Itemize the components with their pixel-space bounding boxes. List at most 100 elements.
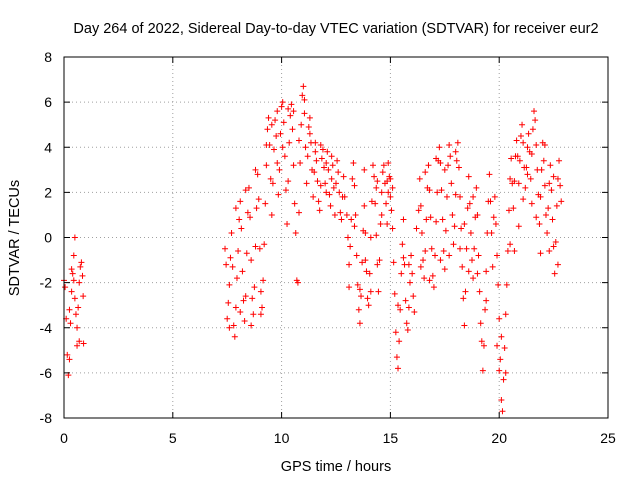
data-point — [80, 293, 87, 300]
data-point — [525, 130, 532, 137]
y-tick-label: -8 — [40, 410, 53, 426]
data-point — [537, 250, 544, 257]
data-point — [236, 216, 243, 223]
data-point — [225, 299, 232, 306]
data-point — [499, 408, 506, 415]
data-point — [461, 220, 468, 227]
data-point — [432, 252, 439, 259]
data-point — [226, 324, 233, 331]
data-point — [312, 139, 319, 146]
data-point — [471, 245, 478, 252]
data-point — [254, 171, 261, 178]
data-point — [255, 196, 262, 203]
data-point — [317, 141, 324, 148]
data-point — [66, 306, 73, 313]
data-point — [436, 144, 443, 151]
data-point — [284, 220, 291, 227]
data-point — [248, 322, 255, 329]
data-point — [497, 356, 504, 363]
data-point — [395, 365, 402, 372]
data-point — [388, 207, 395, 214]
data-point — [433, 155, 440, 162]
data-point — [452, 191, 459, 198]
data-point — [328, 153, 335, 160]
data-point — [347, 243, 354, 250]
data-point — [376, 257, 383, 264]
data-point — [495, 281, 502, 288]
data-point — [364, 295, 371, 302]
data-point — [351, 182, 358, 189]
data-point — [244, 209, 251, 216]
y-tick-label: -4 — [40, 320, 53, 336]
data-point — [523, 164, 530, 171]
data-point — [406, 279, 413, 286]
data-point — [389, 184, 396, 191]
data-point — [296, 209, 303, 216]
data-point — [455, 164, 462, 171]
data-point — [478, 338, 485, 345]
data-point — [356, 286, 363, 293]
data-point — [62, 284, 69, 291]
data-point — [400, 216, 407, 223]
data-point — [66, 356, 73, 363]
data-point — [494, 342, 501, 349]
data-point — [277, 130, 284, 137]
data-point — [282, 187, 289, 194]
data-point — [237, 308, 244, 315]
data-point — [425, 162, 432, 169]
data-point — [232, 304, 239, 311]
data-point — [315, 198, 322, 205]
y-axis-label: SDTVAR / TECUs — [7, 180, 23, 296]
data-point — [427, 214, 434, 221]
x-tick-label: 5 — [169, 430, 177, 446]
data-point — [348, 216, 355, 223]
data-point — [338, 216, 345, 223]
data-point — [64, 351, 71, 358]
data-point — [410, 293, 417, 300]
data-point — [474, 270, 481, 277]
data-point — [257, 311, 264, 318]
data-point — [268, 211, 275, 218]
data-point — [460, 295, 467, 302]
x-tick-label: 15 — [383, 430, 399, 446]
data-point — [317, 182, 324, 189]
data-point — [279, 99, 286, 106]
data-point — [288, 101, 295, 108]
data-point — [226, 281, 233, 288]
data-point — [371, 173, 378, 180]
data-point — [231, 333, 238, 340]
data-point — [249, 295, 256, 302]
data-point — [289, 126, 296, 133]
data-point — [331, 211, 338, 218]
data-point — [369, 162, 376, 169]
data-point — [368, 198, 375, 205]
data-point — [261, 241, 268, 248]
data-point — [306, 114, 313, 121]
data-point — [440, 248, 447, 255]
data-point — [479, 367, 486, 374]
data-point — [531, 108, 538, 115]
data-point — [374, 178, 381, 185]
data-point — [405, 304, 412, 311]
data-point — [253, 205, 260, 212]
data-point — [446, 141, 453, 148]
data-point — [242, 187, 249, 194]
data-point — [306, 130, 313, 137]
data-point — [549, 216, 556, 223]
data-point — [334, 157, 341, 164]
data-point — [237, 198, 244, 205]
data-point — [428, 245, 435, 252]
data-point — [409, 270, 416, 277]
data-point — [415, 207, 422, 214]
data-point — [488, 229, 495, 236]
data-point — [227, 254, 234, 261]
data-point — [325, 166, 332, 173]
data-point — [265, 114, 272, 121]
data-point — [505, 207, 512, 214]
data-point — [323, 189, 330, 196]
data-point — [296, 137, 303, 144]
data-point — [233, 275, 240, 282]
data-point — [239, 268, 246, 275]
data-point — [260, 277, 267, 284]
